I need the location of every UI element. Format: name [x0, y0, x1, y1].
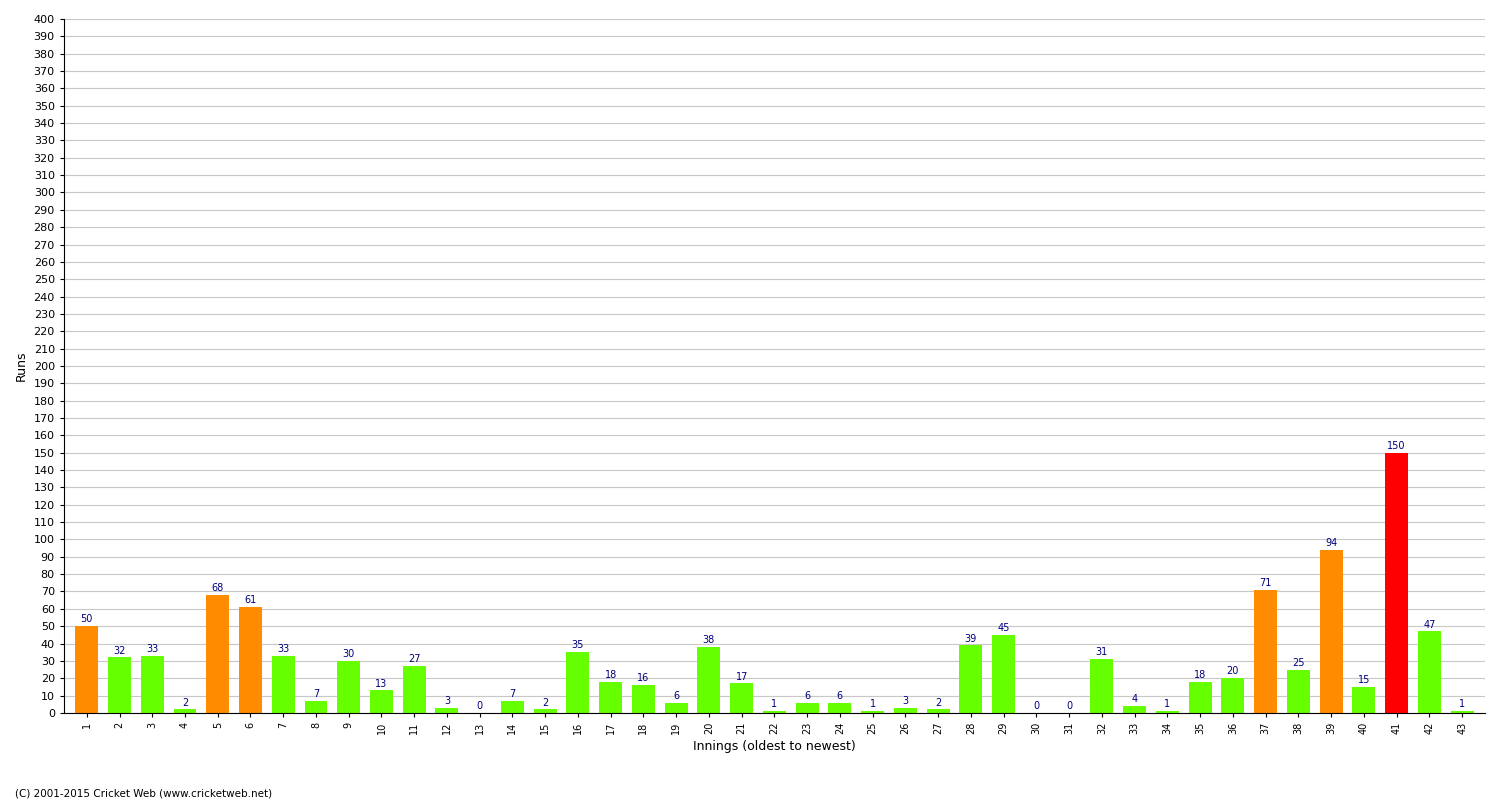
Bar	[960, 646, 982, 713]
Text: 20: 20	[1227, 666, 1239, 677]
X-axis label: Innings (oldest to newest): Innings (oldest to newest)	[693, 740, 856, 753]
Bar	[1320, 550, 1342, 713]
Text: 33: 33	[146, 644, 159, 654]
Bar	[534, 710, 556, 713]
Bar	[108, 658, 130, 713]
Bar	[1418, 631, 1442, 713]
Bar	[338, 661, 360, 713]
Text: 7: 7	[510, 689, 516, 699]
Bar	[1384, 453, 1408, 713]
Bar	[894, 708, 916, 713]
Text: 2: 2	[542, 698, 549, 708]
Text: 1: 1	[1460, 699, 1466, 710]
Text: 6: 6	[674, 690, 680, 701]
Bar	[698, 647, 720, 713]
Bar	[1450, 711, 1473, 713]
Text: 0: 0	[477, 701, 483, 711]
Bar	[730, 683, 753, 713]
Bar	[75, 626, 98, 713]
Bar	[828, 702, 852, 713]
Text: 2: 2	[182, 698, 188, 708]
Bar	[141, 656, 164, 713]
Text: 1: 1	[1164, 699, 1170, 710]
Bar	[1090, 659, 1113, 713]
Bar	[174, 710, 196, 713]
Text: 6: 6	[837, 690, 843, 701]
Text: 39: 39	[964, 634, 976, 643]
Bar	[664, 702, 687, 713]
Text: 25: 25	[1292, 658, 1305, 668]
Text: 17: 17	[735, 672, 748, 682]
Text: 15: 15	[1358, 675, 1370, 685]
Text: 7: 7	[314, 689, 320, 699]
Text: 3: 3	[444, 696, 450, 706]
Bar	[370, 690, 393, 713]
Bar	[1156, 711, 1179, 713]
Bar	[1353, 687, 1376, 713]
Text: 68: 68	[211, 583, 223, 594]
Bar	[1287, 670, 1310, 713]
Text: 150: 150	[1388, 441, 1406, 451]
Text: 0: 0	[1034, 701, 1040, 711]
Text: 50: 50	[81, 614, 93, 625]
Bar	[992, 635, 1016, 713]
Text: 0: 0	[1066, 701, 1072, 711]
Bar	[404, 666, 426, 713]
Text: 33: 33	[278, 644, 290, 654]
Text: 2: 2	[934, 698, 942, 708]
Bar	[501, 701, 524, 713]
Text: (C) 2001-2015 Cricket Web (www.cricketweb.net): (C) 2001-2015 Cricket Web (www.cricketwe…	[15, 788, 272, 798]
Bar	[435, 708, 459, 713]
Text: 27: 27	[408, 654, 420, 664]
Text: 31: 31	[1095, 647, 1108, 658]
Bar	[304, 701, 327, 713]
Text: 32: 32	[114, 646, 126, 656]
Bar	[1124, 706, 1146, 713]
Text: 71: 71	[1260, 578, 1272, 588]
Text: 1: 1	[870, 699, 876, 710]
Text: 6: 6	[804, 690, 810, 701]
Bar	[861, 711, 883, 713]
Text: 35: 35	[572, 641, 584, 650]
Text: 38: 38	[704, 635, 716, 646]
Bar	[567, 652, 590, 713]
Bar	[238, 607, 262, 713]
Text: 4: 4	[1131, 694, 1137, 704]
Text: 3: 3	[903, 696, 909, 706]
Text: 45: 45	[998, 623, 1010, 633]
Y-axis label: Runs: Runs	[15, 350, 28, 382]
Bar	[927, 710, 950, 713]
Bar	[632, 685, 656, 713]
Text: 47: 47	[1424, 620, 1436, 630]
Bar	[1188, 682, 1212, 713]
Bar	[598, 682, 622, 713]
Text: 18: 18	[604, 670, 616, 680]
Bar	[764, 711, 786, 713]
Bar	[795, 702, 819, 713]
Text: 16: 16	[638, 674, 650, 683]
Text: 18: 18	[1194, 670, 1206, 680]
Text: 1: 1	[771, 699, 777, 710]
Text: 13: 13	[375, 678, 387, 689]
Bar	[1221, 678, 1245, 713]
Bar	[207, 595, 230, 713]
Text: 30: 30	[342, 649, 355, 659]
Bar	[272, 656, 294, 713]
Text: 94: 94	[1324, 538, 1336, 548]
Bar	[1254, 590, 1276, 713]
Text: 61: 61	[244, 595, 256, 606]
